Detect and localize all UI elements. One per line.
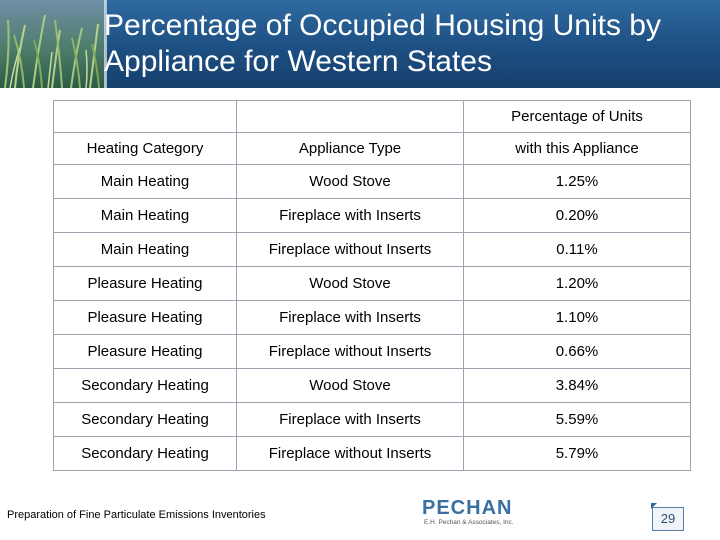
grass-illustration (4, 14, 100, 88)
cell-appliance: Wood Stove (236, 266, 464, 301)
cell-category: Main Heating (53, 198, 237, 233)
cell-percent: 1.20% (463, 266, 691, 301)
cell-percent: 0.66% (463, 334, 691, 369)
cell-appliance: Fireplace with Inserts (236, 198, 464, 233)
header-category: Heating Category (53, 132, 237, 165)
cell-category: Main Heating (53, 232, 237, 267)
table-row: Secondary Heating Wood Stove 3.84% (53, 368, 691, 403)
header-percent-line-2: with this Appliance (463, 132, 691, 165)
cell-appliance: Fireplace without Inserts (236, 232, 464, 267)
table-row: Main Heating Fireplace without Inserts 0… (53, 232, 691, 267)
table-row: Pleasure Heating Fireplace without Inser… (53, 334, 691, 369)
table-row: Main Heating Wood Stove 1.25% (53, 164, 691, 199)
cell-appliance: Fireplace with Inserts (236, 300, 464, 335)
title-line-2: Appliance for Western States (104, 45, 492, 78)
cell-percent: 1.25% (463, 164, 691, 199)
cell-category: Secondary Heating (53, 368, 237, 403)
cell-category: Secondary Heating (53, 402, 237, 437)
header-blank-2 (236, 100, 464, 133)
cell-category: Main Heating (53, 164, 237, 199)
title-line-1: Percentage of Occupied Housing Units by (104, 9, 661, 42)
appliance-table: Percentage of Units Heating Category App… (53, 100, 691, 471)
cell-percent: 0.20% (463, 198, 691, 233)
pechan-logo: PECHAN E.H. Pechan & Associates, Inc. (418, 497, 528, 529)
header-blank-1 (53, 100, 237, 133)
table-row: Secondary Heating Fireplace without Inse… (53, 436, 691, 471)
header-percent-line-1: Percentage of Units (463, 100, 691, 133)
cell-category: Secondary Heating (53, 436, 237, 471)
cell-category: Pleasure Heating (53, 300, 237, 335)
table-header-row-2: Heating Category Appliance Type with thi… (53, 132, 691, 165)
cell-appliance: Fireplace without Inserts (236, 334, 464, 369)
cell-percent: 5.79% (463, 436, 691, 471)
cell-percent: 5.59% (463, 402, 691, 437)
cell-percent: 3.84% (463, 368, 691, 403)
title-bar: Percentage of Occupied Housing Units by … (0, 0, 720, 88)
table-row: Pleasure Heating Fireplace with Inserts … (53, 300, 691, 335)
cell-appliance: Fireplace without Inserts (236, 436, 464, 471)
page-corner-icon (651, 503, 657, 509)
page-title: Percentage of Occupied Housing Units by … (104, 8, 714, 80)
grass-photo (0, 0, 105, 88)
cell-appliance: Wood Stove (236, 164, 464, 199)
cell-category: Pleasure Heating (53, 266, 237, 301)
cell-percent: 1.10% (463, 300, 691, 335)
logo-name: PECHAN (422, 497, 513, 519)
table-header-row-1: Percentage of Units (53, 100, 691, 133)
table-row: Main Heating Fireplace with Inserts 0.20… (53, 198, 691, 233)
cell-category: Pleasure Heating (53, 334, 237, 369)
table-row: Secondary Heating Fireplace with Inserts… (53, 402, 691, 437)
header-divider (104, 0, 107, 88)
logo-subtitle: E.H. Pechan & Associates, Inc. (424, 519, 514, 526)
cell-appliance: Fireplace with Inserts (236, 402, 464, 437)
page-number: 29 (652, 507, 684, 531)
cell-percent: 0.11% (463, 232, 691, 267)
table-row: Pleasure Heating Wood Stove 1.20% (53, 266, 691, 301)
header-appliance: Appliance Type (236, 132, 464, 165)
cell-appliance: Wood Stove (236, 368, 464, 403)
footer-caption: Preparation of Fine Particulate Emission… (7, 509, 266, 521)
